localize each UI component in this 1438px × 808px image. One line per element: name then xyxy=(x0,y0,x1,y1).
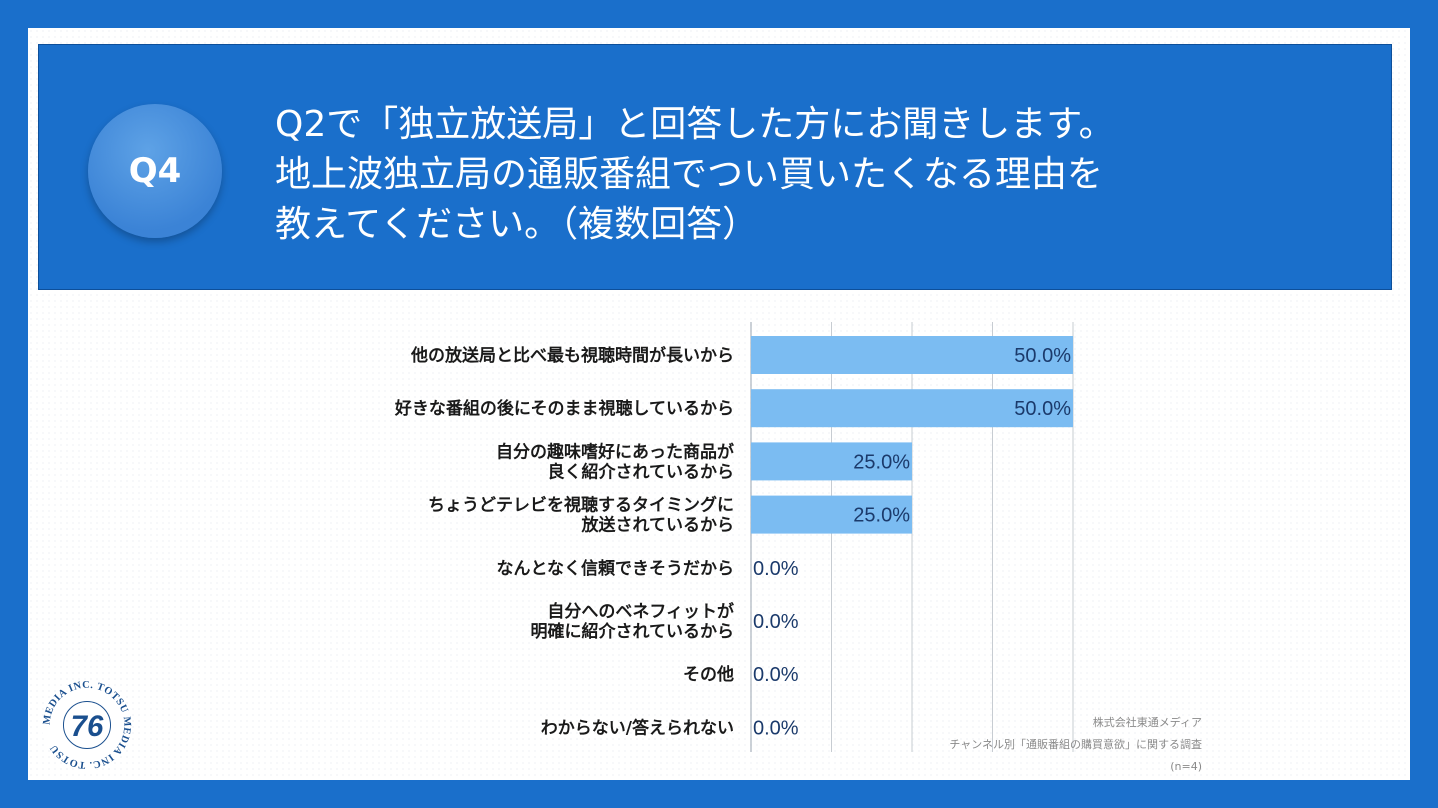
category-label: 放送されているから xyxy=(581,515,735,536)
data-label: 25.0% xyxy=(853,451,910,473)
question-badge: Q4 xyxy=(88,104,222,238)
question-text: Q2で「独立放送局」と回答した方にお聞きします。 地上波独立局の通販番組でつい買… xyxy=(275,100,1335,250)
question-number: Q4 xyxy=(128,151,182,191)
credit-survey: チャンネル別「通販番組の購買意欲」に関する調査 xyxy=(949,738,1202,751)
question-header xyxy=(38,44,1392,290)
bar xyxy=(751,495,912,534)
data-label: 50.0% xyxy=(1014,398,1071,420)
data-label: 50.0% xyxy=(1014,345,1071,367)
category-label: 他の放送局と比べ最も視聴時間が長いから xyxy=(410,345,734,366)
data-label: 0.0% xyxy=(753,611,799,633)
question-line: 教えてください。（複数回答） xyxy=(275,204,759,245)
survey-credit: 株式会社東通メディア チャンネル別「通販番組の購買意欲」に関する調査 (n=4) xyxy=(949,712,1202,778)
category-label: 明確に紹介されているから xyxy=(531,621,735,642)
category-label: わからない/答えられない xyxy=(541,717,734,738)
data-label: 0.0% xyxy=(753,664,799,686)
bar xyxy=(751,442,912,481)
logo-mark: 76 xyxy=(71,710,104,743)
credit-company: 株式会社東通メディア xyxy=(1092,716,1202,729)
credit-sample-size: (n=4) xyxy=(1170,760,1202,773)
totsu-media-logo: MEDIA INC. TOTSU MEDIA INC. TOTSU 76 xyxy=(41,680,133,770)
category-label: なんとなく信頼できそうだから xyxy=(497,558,735,579)
category-label: 良く紹介されているから xyxy=(548,461,735,482)
data-label: 25.0% xyxy=(853,505,910,527)
question-line: Q2で「独立放送局」と回答した方にお聞きします。 xyxy=(275,104,1115,145)
bar xyxy=(751,336,1073,374)
category-label: 好きな番組の後にそのまま視聴しているから xyxy=(394,398,734,419)
category-label: 自分の趣味嗜好にあった商品が xyxy=(496,441,734,462)
data-label: 0.0% xyxy=(753,717,799,739)
category-label: その他 xyxy=(683,664,734,685)
category-label: 自分へのベネフィットが xyxy=(547,601,734,622)
question-line: 地上波独立局の通販番組でつい買いたくなる理由を xyxy=(275,154,1104,195)
category-label: ちょうどテレビを視聴するタイミングに xyxy=(428,495,734,516)
data-label: 0.0% xyxy=(753,558,799,580)
bar xyxy=(751,389,1073,428)
